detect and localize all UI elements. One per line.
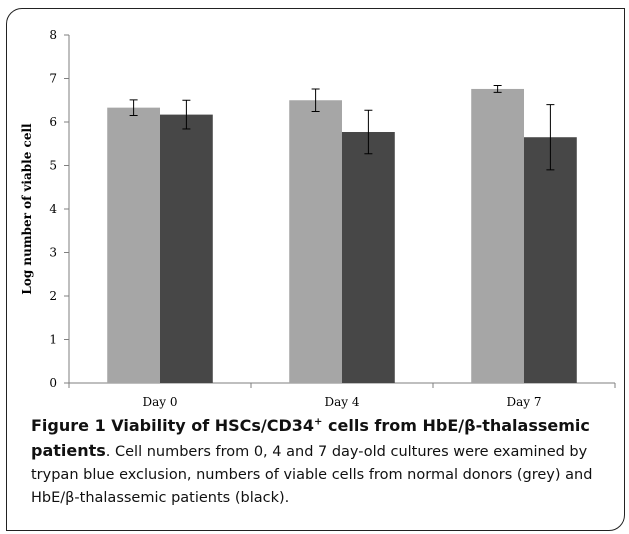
y-tick-label: 2 xyxy=(49,289,57,303)
bar xyxy=(342,132,395,383)
caption-title-part2: cells from HbE/β-thalassemic patients xyxy=(31,416,590,460)
x-tick-label: Day 7 xyxy=(506,395,541,409)
bar xyxy=(160,114,213,383)
figure-caption: Figure 1 Viability of HSCs/CD34+ cells f… xyxy=(31,414,621,510)
y-tick-label: 7 xyxy=(49,72,57,86)
y-tick-label: 1 xyxy=(49,333,57,347)
y-tick-label: 6 xyxy=(49,115,57,129)
caption-title: Figure 1 Viability of HSCs/CD34+ cells f… xyxy=(31,416,590,460)
x-axis: Day 0 Day 4 Day 7 xyxy=(68,382,616,409)
bars xyxy=(107,84,577,384)
x-tick-label: Day 4 xyxy=(324,395,359,409)
caption-title-part1: Figure 1 Viability of HSCs/CD34 xyxy=(31,416,315,435)
y-tick-label: 5 xyxy=(49,159,57,173)
y-tick-label: 0 xyxy=(49,376,57,390)
figure-frame: 0 1 2 3 4 5 6 7 8 Day 0 Day 4 Day 7 Log number of … xyxy=(6,8,625,531)
y-tick-label: 8 xyxy=(49,28,57,42)
bar xyxy=(524,137,577,383)
bar xyxy=(107,107,160,384)
x-tick-label: Day 0 xyxy=(142,395,177,409)
y-axis: 0 1 2 3 4 5 6 7 8 xyxy=(49,28,70,390)
y-tick-label: 3 xyxy=(49,246,57,260)
caption-title-superscript: + xyxy=(314,416,323,428)
y-axis-title: Log number of viable cell xyxy=(20,123,34,295)
y-tick-label: 4 xyxy=(49,202,57,216)
caption-body: . Cell numbers from 0, 4 and 7 day-old c… xyxy=(31,444,593,506)
bar-chart: 0 1 2 3 4 5 6 7 8 Day 0 Day 4 Day 7 Log number of … xyxy=(20,28,616,409)
bar xyxy=(471,88,524,383)
bar xyxy=(289,100,342,383)
